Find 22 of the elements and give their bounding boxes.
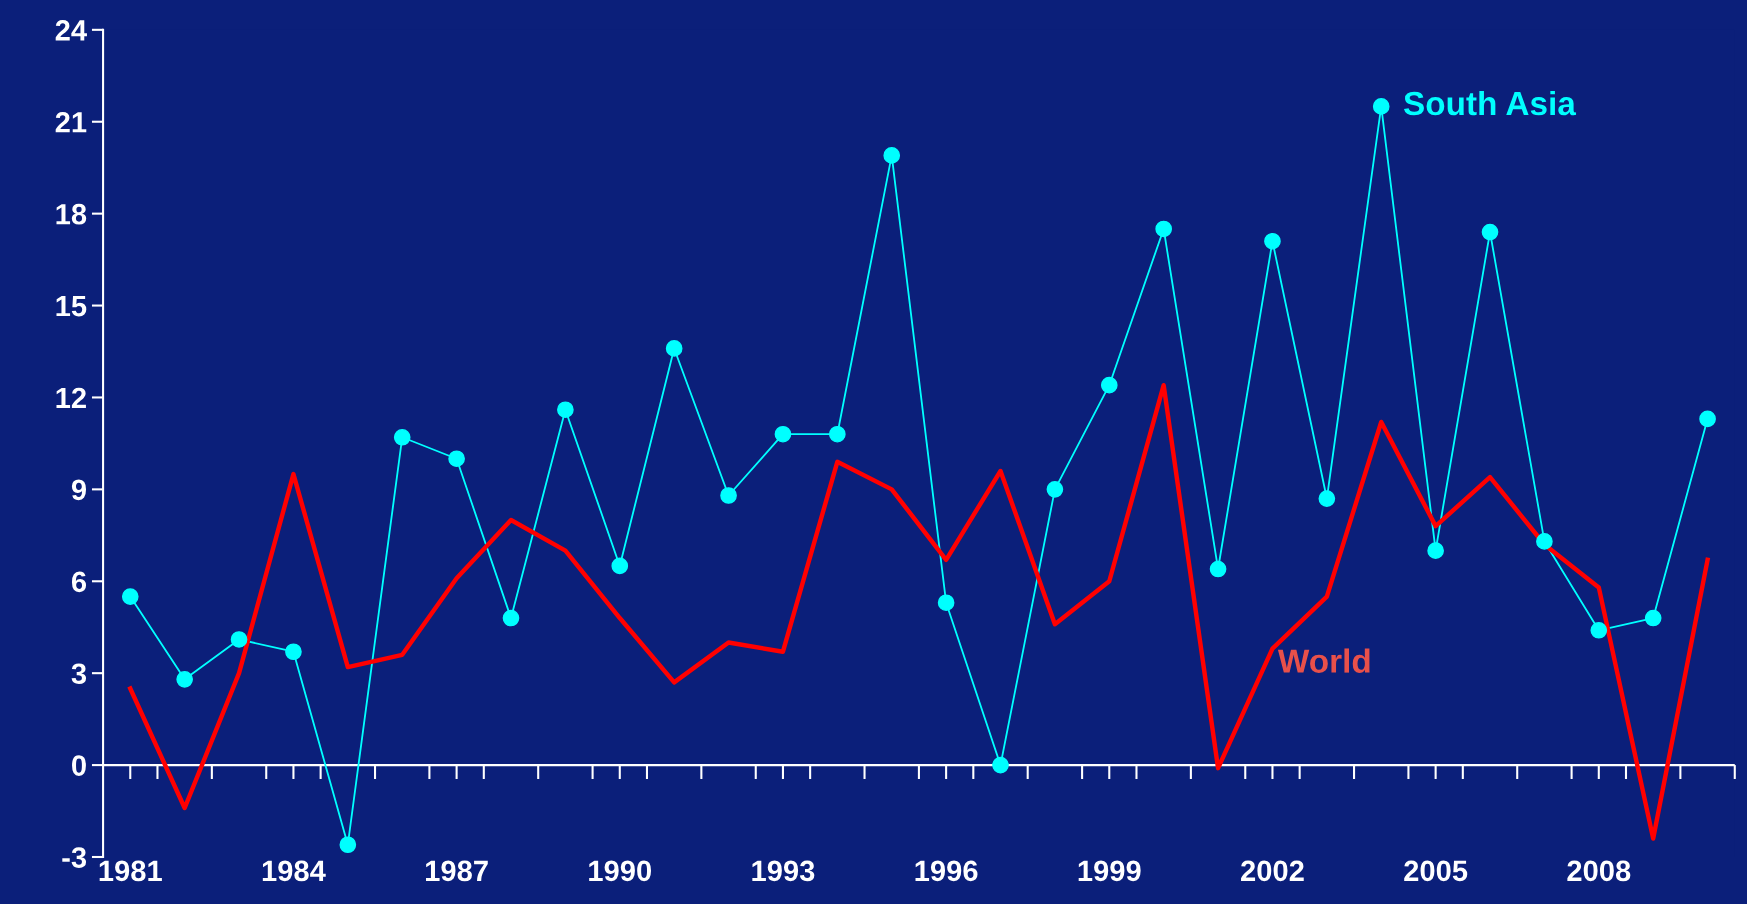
x-tick-label: 2008 — [1567, 860, 1631, 882]
y-tick-label: 24 — [55, 20, 87, 41]
x-tick-label: 2002 — [1241, 860, 1304, 882]
y-tick-label: 6 — [71, 571, 87, 593]
x-tick-label: 1999 — [1078, 860, 1141, 882]
x-tick-label: 1996 — [915, 860, 978, 882]
y-tick-label: 9 — [71, 479, 87, 501]
y-tick-label: 21 — [55, 111, 87, 133]
x-tick-label: 1984 — [262, 860, 326, 882]
x-tick-label: 2005 — [1404, 860, 1468, 882]
x-tick-label: 1987 — [426, 860, 488, 882]
x-tick-label: 1981 — [99, 860, 162, 882]
y-tick-label: 0 — [72, 755, 86, 776]
y-tick-label: 12 — [56, 387, 86, 409]
x-tick-label: 1993 — [752, 860, 815, 882]
y-tick-label: 3 — [71, 663, 87, 685]
series-label: South Asia — [1403, 90, 1577, 116]
y-tick-label: -3 — [62, 847, 87, 868]
y-tick-label: 18 — [56, 203, 87, 225]
y-tick-label: 15 — [56, 296, 87, 317]
series-label: World — [1277, 648, 1370, 673]
x-tick-label: 1990 — [589, 860, 652, 882]
